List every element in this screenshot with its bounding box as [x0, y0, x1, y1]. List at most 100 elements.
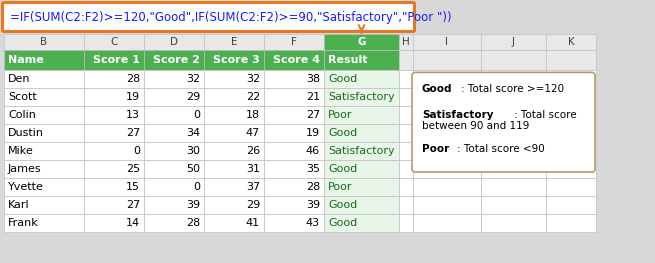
Text: C: C — [110, 37, 118, 47]
Bar — [546, 34, 596, 50]
Text: 19: 19 — [126, 92, 140, 102]
Text: Scott: Scott — [8, 92, 37, 102]
Text: : Total score >=120: : Total score >=120 — [461, 84, 565, 94]
Bar — [546, 70, 596, 88]
Text: Karl: Karl — [8, 200, 29, 210]
Text: 19: 19 — [306, 128, 320, 138]
Bar — [481, 70, 546, 88]
Bar — [4, 50, 84, 70]
Bar — [399, 196, 413, 214]
Text: =IF(SUM(C2:F2)>=120,"Good",IF(SUM(C2:F2)>=90,"Satisfactory","Poor ")): =IF(SUM(C2:F2)>=120,"Good",IF(SUM(C2:F2)… — [10, 11, 452, 23]
Bar — [144, 160, 204, 178]
Bar — [84, 196, 144, 214]
Bar — [204, 160, 264, 178]
Text: 28: 28 — [186, 218, 200, 228]
Bar — [413, 142, 481, 160]
Text: 47: 47 — [246, 128, 260, 138]
Bar — [413, 106, 481, 124]
Bar — [413, 124, 481, 142]
Bar — [399, 124, 413, 142]
Text: 43: 43 — [306, 218, 320, 228]
Bar — [481, 50, 546, 70]
Bar — [413, 160, 481, 178]
Text: Score 2: Score 2 — [153, 55, 200, 65]
Bar — [4, 214, 84, 232]
Text: 50: 50 — [186, 164, 200, 174]
Text: : Total score: : Total score — [514, 110, 577, 120]
Bar — [144, 124, 204, 142]
Text: Dustin: Dustin — [8, 128, 44, 138]
Bar — [324, 124, 399, 142]
Text: Good: Good — [328, 218, 357, 228]
Text: 29: 29 — [246, 200, 260, 210]
Text: 30: 30 — [186, 146, 200, 156]
Text: Satisfactory: Satisfactory — [328, 92, 394, 102]
Text: 41: 41 — [246, 218, 260, 228]
Bar — [324, 142, 399, 160]
Text: Good: Good — [328, 200, 357, 210]
Bar — [4, 34, 84, 50]
Bar — [144, 70, 204, 88]
Bar — [4, 88, 84, 106]
Text: 38: 38 — [306, 74, 320, 84]
Text: B: B — [41, 37, 48, 47]
Text: 31: 31 — [246, 164, 260, 174]
Bar — [84, 178, 144, 196]
Bar — [324, 160, 399, 178]
Text: 27: 27 — [126, 200, 140, 210]
Text: Colin: Colin — [8, 110, 36, 120]
Text: J: J — [512, 37, 515, 47]
Bar — [264, 50, 324, 70]
Bar — [4, 178, 84, 196]
Bar — [264, 178, 324, 196]
Bar — [204, 34, 264, 50]
Bar — [399, 178, 413, 196]
Text: Frank: Frank — [8, 218, 39, 228]
Bar — [84, 160, 144, 178]
Text: 29: 29 — [186, 92, 200, 102]
Bar — [4, 196, 84, 214]
Bar — [204, 196, 264, 214]
Bar — [481, 196, 546, 214]
Text: K: K — [568, 37, 574, 47]
Text: 32: 32 — [186, 74, 200, 84]
Bar — [144, 178, 204, 196]
Text: 15: 15 — [126, 182, 140, 192]
Bar — [413, 214, 481, 232]
Bar — [4, 106, 84, 124]
Text: Result: Result — [328, 55, 367, 65]
Bar — [264, 160, 324, 178]
Text: Mike: Mike — [8, 146, 34, 156]
Text: Satisfactory: Satisfactory — [422, 110, 493, 120]
Text: Satisfactory: Satisfactory — [328, 146, 394, 156]
Bar — [144, 196, 204, 214]
Text: 13: 13 — [126, 110, 140, 120]
Text: H: H — [402, 37, 410, 47]
Text: 28: 28 — [306, 182, 320, 192]
Bar — [546, 160, 596, 178]
Bar — [413, 70, 481, 88]
Bar — [324, 50, 399, 70]
Bar — [144, 34, 204, 50]
Bar — [399, 142, 413, 160]
Text: Score 3: Score 3 — [214, 55, 260, 65]
Text: 26: 26 — [246, 146, 260, 156]
Bar — [324, 196, 399, 214]
Text: G: G — [357, 37, 365, 47]
Text: I: I — [445, 37, 449, 47]
Bar — [399, 106, 413, 124]
Text: James: James — [8, 164, 42, 174]
Text: Poor: Poor — [422, 144, 449, 154]
Bar — [481, 124, 546, 142]
Bar — [144, 88, 204, 106]
Text: 27: 27 — [306, 110, 320, 120]
Text: Yvette: Yvette — [8, 182, 44, 192]
Bar — [399, 88, 413, 106]
Bar — [204, 88, 264, 106]
Bar — [399, 34, 413, 50]
Text: 18: 18 — [246, 110, 260, 120]
Bar — [144, 50, 204, 70]
Bar — [144, 106, 204, 124]
Bar — [324, 88, 399, 106]
Bar — [481, 160, 546, 178]
